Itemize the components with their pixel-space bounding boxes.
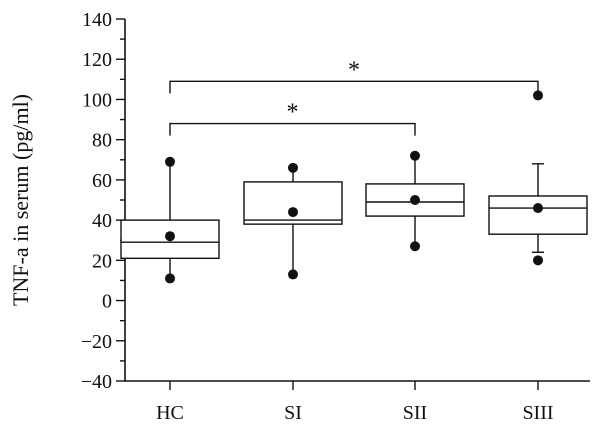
x-axis: HC SI SII SIII bbox=[125, 380, 590, 424]
box bbox=[243, 181, 343, 225]
max-marker bbox=[165, 156, 175, 167]
box bbox=[488, 195, 588, 235]
significance-star: * bbox=[287, 100, 299, 126]
mean-marker bbox=[288, 207, 298, 218]
x-tick-label: HC bbox=[156, 402, 184, 424]
y-tick-label: −40 bbox=[81, 371, 112, 393]
y-tick-label: 120 bbox=[82, 49, 112, 71]
significance-star: * bbox=[348, 57, 360, 83]
x-tick-label: SII bbox=[403, 402, 427, 424]
y-tick-label: −20 bbox=[81, 331, 112, 353]
max-marker bbox=[410, 150, 420, 161]
y-axis-label: TNF-a in serum (pg/ml) bbox=[8, 94, 33, 306]
box-group-si bbox=[243, 162, 343, 280]
y-tick-label: 0 bbox=[102, 291, 112, 313]
bracket-line bbox=[169, 122, 416, 136]
max-marker bbox=[288, 162, 298, 173]
y-tick-label: 20 bbox=[92, 250, 112, 272]
mean-marker bbox=[410, 195, 420, 205]
box-group-siii bbox=[488, 90, 588, 266]
mean-marker bbox=[533, 203, 543, 214]
outlier-point bbox=[533, 90, 543, 101]
min-marker bbox=[288, 269, 298, 280]
plot-area: ** bbox=[120, 57, 588, 284]
significance-bracket: * bbox=[169, 57, 539, 94]
x-tick-label: SI bbox=[284, 402, 302, 424]
significance-bracket: * bbox=[169, 100, 416, 136]
mean-marker bbox=[165, 231, 175, 242]
y-tick-label: 60 bbox=[92, 170, 112, 192]
x-tick-label: SIII bbox=[522, 402, 553, 424]
y-axis: −40 −20 0 20 40 60 80 100 120 140 bbox=[81, 9, 126, 393]
y-tick-label: 100 bbox=[82, 89, 112, 111]
y-tick-label: 40 bbox=[92, 210, 112, 232]
outlier-point bbox=[533, 255, 543, 266]
min-marker bbox=[165, 273, 175, 284]
bracket-line bbox=[169, 80, 539, 94]
y-tick-label: 80 bbox=[92, 130, 112, 152]
y-tick-label: 140 bbox=[82, 9, 112, 31]
box-group-sii bbox=[365, 150, 465, 252]
min-marker bbox=[410, 241, 420, 252]
box-group-hc bbox=[120, 156, 220, 284]
